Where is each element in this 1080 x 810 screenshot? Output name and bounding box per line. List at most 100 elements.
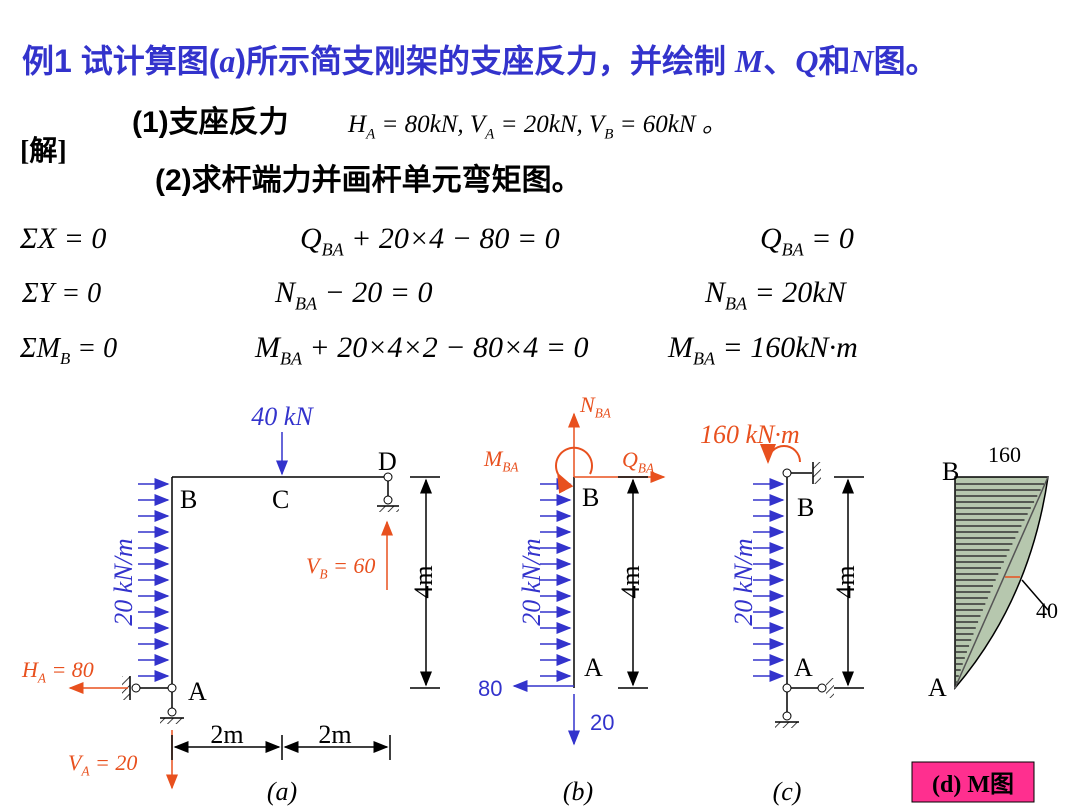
formula-text: − 20 = 0 [317,276,433,309]
formula-text: = 60 [328,553,376,578]
formula-text: = 20 [90,750,138,775]
formula: ΣMB = 0 [19,333,117,368]
label: 4m [616,565,645,598]
hinge [782,468,792,478]
label: A [584,653,603,682]
label: 20 kN/m [517,538,546,625]
label: A [928,673,947,702]
hinge [782,683,792,693]
caption-box [911,761,1035,803]
formula: MBA + 20×4×2 − 80×4 = 0 [254,331,588,369]
formula-text: M [483,446,504,471]
formula-text: = 80kN, V [375,111,488,138]
label: 40 [1036,598,1058,623]
subscript: B [604,126,613,142]
ground-hatch [813,462,821,484]
label: (d) M图 [932,771,1014,798]
formula: NBA − 20 = 0 [274,276,433,314]
label: 2m [210,720,243,749]
label: 2m [318,720,351,749]
formula: QBA = 0 [760,222,854,260]
subscript: A [484,126,495,142]
hinge [167,683,177,693]
ground-hatch [775,722,799,728]
figures [68,412,1049,803]
formula: ΣY = 0 [21,278,101,309]
label: B [942,457,959,486]
formula-text: = 160kN·m [715,331,858,364]
formula-text: = 60kN 。 [613,111,726,138]
formula: MBA [483,446,519,475]
formula-text: N [579,392,596,417]
moment-arc [555,446,593,494]
formula-text: + 20×4 − 80 = 0 [344,222,560,255]
subscript: BA [322,240,345,260]
formula-text: ΣX = 0 [19,222,106,255]
subscript: A [365,126,376,142]
title-part: 图。 [874,43,938,79]
label: 20 [590,710,614,735]
label: 40 kN [251,402,314,431]
title-part: )所示简支刚架的支座反力，并绘制 [235,43,735,79]
formula-text: Q [622,447,638,472]
formula: HA = 80kN, VA = 20kN, VB = 60kN 。 [347,111,727,142]
formula-text: = 0 [804,222,854,255]
subscript: BA [595,406,612,421]
solution-label: [解] [20,135,67,167]
chord [954,476,1049,689]
formula-text: + 20×4×2 − 80×4 = 0 [302,331,588,364]
label: 80 [478,676,502,701]
formula-text: V [306,553,322,578]
subscript: A [37,671,47,686]
formula-text: ΣY = 0 [21,278,101,309]
formula-text: H [21,657,39,682]
label: (b) [563,777,593,806]
subscript: BA [295,294,318,314]
subscript: A [80,764,90,779]
formula-text: H [347,111,368,138]
formula-text: = 20kN [747,276,848,309]
formula-text: N [704,276,727,309]
formula: NBA [579,392,612,421]
formula: ΣX = 0 [19,222,106,255]
subscript: BA [725,294,748,314]
step-heading: (2)求杆端力并画杆单元弯矩图。 [155,163,582,197]
formula: VA = 20 [68,750,137,779]
formula-text: = 80 [46,657,94,682]
formula-text: = 20kN, V [494,111,607,138]
formula-text: Q [760,222,782,255]
title-part: Q [795,43,818,79]
ground-hatch [826,678,834,698]
subscript: BA [638,461,655,476]
label: B [582,483,599,512]
formula-text: M [254,331,282,364]
formula: QBA + 20×4 − 80 = 0 [300,222,560,260]
formula: HA = 80 [21,657,94,686]
title-part: 和 [819,43,851,79]
subscript: BA [782,240,805,260]
subscript: BA [502,460,519,475]
moment-arc [760,443,801,464]
subscript: B [60,349,70,368]
subscript: BA [280,349,303,369]
formula-text: Q [300,222,322,255]
hinge [383,495,393,505]
hinge [817,683,827,693]
title-part: a [219,43,235,79]
formula-text: M [667,331,695,364]
label: B [797,493,814,522]
label: 20 kN/m [729,538,758,625]
label: 4m [409,565,438,598]
formula-text: = 0 [70,333,117,364]
label: 160 kN·m [700,420,800,449]
formula-text: N [274,276,297,309]
formula: QBA [622,447,655,476]
label: (a) [267,777,297,806]
step-heading: (1)支座反力 [132,105,289,139]
formula: VB = 60 [306,553,375,582]
hinge [131,683,141,693]
ground-hatch [160,718,184,724]
title-part: N [850,43,876,79]
formula: MBA = 160kN·m [667,331,858,369]
